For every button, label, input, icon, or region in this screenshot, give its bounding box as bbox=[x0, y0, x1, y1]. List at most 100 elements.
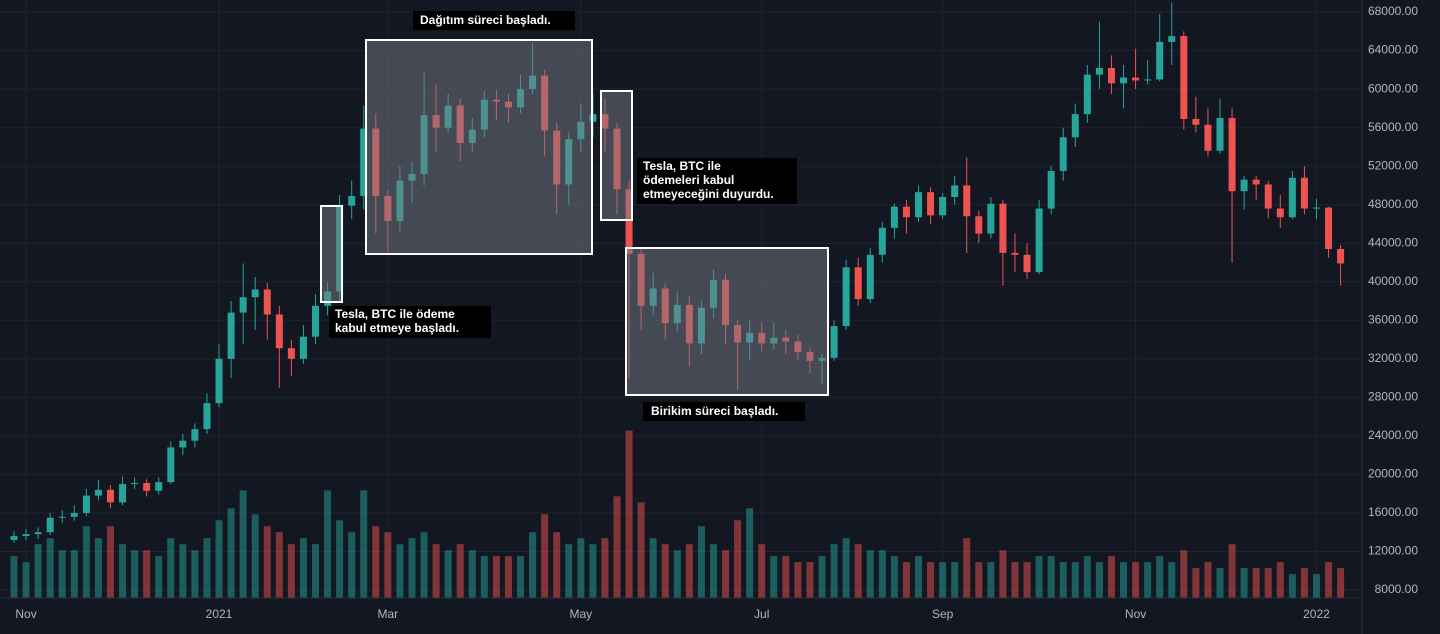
tesla-buy-box bbox=[320, 205, 343, 303]
volume-bar bbox=[227, 508, 235, 598]
volume-bar bbox=[155, 556, 163, 598]
volume-bar bbox=[517, 556, 525, 598]
volume-bar bbox=[1132, 562, 1140, 598]
volume-bar bbox=[131, 550, 139, 598]
x-tick-label: 2021 bbox=[206, 607, 233, 621]
candle-body bbox=[22, 534, 30, 537]
volume-bar bbox=[963, 538, 971, 598]
y-tick-label: 48000.00 bbox=[1368, 197, 1418, 211]
volume-bar bbox=[625, 430, 633, 598]
y-tick-label: 68000.00 bbox=[1368, 4, 1418, 18]
volume-bar bbox=[842, 538, 850, 598]
volume-bar bbox=[444, 550, 452, 598]
candle-body bbox=[360, 128, 368, 197]
annotation-boxes bbox=[320, 39, 829, 396]
volume-bar bbox=[577, 538, 585, 598]
volume-bar bbox=[565, 544, 573, 598]
annotation-text: Dağıtım süreci başladı. bbox=[420, 13, 551, 27]
candle-body bbox=[1071, 114, 1079, 138]
candle-body bbox=[1288, 177, 1296, 218]
volume-bar bbox=[504, 556, 512, 598]
candle-body bbox=[94, 489, 102, 496]
volume-layer bbox=[10, 430, 1345, 598]
volume-bar bbox=[637, 502, 645, 598]
volume-bar bbox=[239, 490, 247, 598]
volume-bar bbox=[384, 532, 392, 598]
annotation-text: etmeyeceğini duyurdu. bbox=[643, 187, 774, 201]
y-tick-label: 28000.00 bbox=[1368, 390, 1418, 404]
volume-bar bbox=[878, 550, 886, 598]
volume-bar bbox=[1312, 574, 1320, 598]
volume-bar bbox=[854, 544, 862, 598]
volume-bar bbox=[951, 562, 959, 598]
candle-body bbox=[1059, 137, 1067, 171]
x-tick-label: Sep bbox=[932, 607, 954, 621]
volume-bar bbox=[1192, 568, 1200, 598]
candle-body bbox=[890, 206, 898, 228]
volume-bar bbox=[336, 520, 344, 598]
volume-bar bbox=[1228, 544, 1236, 598]
volume-bar bbox=[1156, 556, 1164, 598]
candle-body bbox=[70, 512, 78, 517]
volume-bar bbox=[1276, 562, 1284, 598]
candle-body bbox=[143, 483, 151, 491]
volume-bar bbox=[263, 526, 271, 598]
candle-body bbox=[902, 206, 910, 218]
volume-bar bbox=[10, 556, 18, 598]
y-tick-label: 52000.00 bbox=[1368, 158, 1418, 172]
volume-bar bbox=[1216, 568, 1224, 598]
grid bbox=[0, 0, 1362, 598]
candle-body bbox=[915, 192, 922, 218]
candle-body bbox=[842, 267, 850, 327]
candle-body bbox=[227, 312, 235, 359]
volume-bar bbox=[312, 544, 319, 598]
candle-body bbox=[1252, 179, 1260, 185]
candle-body bbox=[939, 196, 947, 216]
volume-bar bbox=[794, 562, 802, 598]
annotation-bg bbox=[637, 158, 797, 204]
volume-bar bbox=[1180, 550, 1188, 598]
volume-bar bbox=[468, 550, 476, 598]
volume-bar bbox=[1288, 574, 1296, 598]
volume-bar bbox=[1300, 568, 1308, 598]
volume-bar bbox=[601, 538, 609, 598]
candle-body bbox=[263, 289, 271, 315]
candle-body bbox=[1264, 184, 1272, 209]
volume-bar bbox=[782, 556, 790, 598]
candle-body bbox=[348, 196, 356, 206]
candle-body bbox=[251, 289, 259, 298]
volume-bar bbox=[1107, 556, 1115, 598]
annotation-text: Tesla, BTC ile ödeme bbox=[335, 307, 455, 321]
volume-bar bbox=[1011, 562, 1019, 598]
volume-bar bbox=[34, 544, 42, 598]
volume-bar bbox=[685, 544, 693, 598]
volume-bar bbox=[324, 490, 332, 598]
volume-bar bbox=[82, 526, 90, 598]
candle-body bbox=[203, 403, 211, 430]
x-tick-label: Mar bbox=[378, 607, 399, 621]
y-tick-label: 16000.00 bbox=[1368, 505, 1418, 519]
candle-body bbox=[963, 185, 971, 217]
y-tick-label: 56000.00 bbox=[1368, 120, 1418, 134]
volume-bar bbox=[1035, 556, 1043, 598]
volume-bar bbox=[746, 508, 754, 598]
volume-bar bbox=[492, 556, 500, 598]
candle-body bbox=[1120, 77, 1128, 84]
volume-bar bbox=[299, 538, 307, 598]
candle-body bbox=[82, 495, 90, 513]
volume-bar bbox=[70, 550, 78, 598]
volume-bar bbox=[348, 532, 356, 598]
volume-bar bbox=[866, 550, 874, 598]
volume-bar bbox=[106, 526, 114, 598]
accumulation-box bbox=[625, 247, 829, 396]
candle-body bbox=[1156, 41, 1164, 80]
volume-bar bbox=[613, 496, 621, 598]
annotation-text: Birikim süreci başladı. bbox=[651, 404, 778, 418]
volume-bar bbox=[275, 532, 283, 598]
candle-body bbox=[1240, 179, 1248, 192]
tesla-stop-box bbox=[600, 90, 633, 221]
volume-bar bbox=[1047, 556, 1055, 598]
volume-bar bbox=[661, 544, 669, 598]
volume-bar bbox=[1095, 562, 1103, 598]
